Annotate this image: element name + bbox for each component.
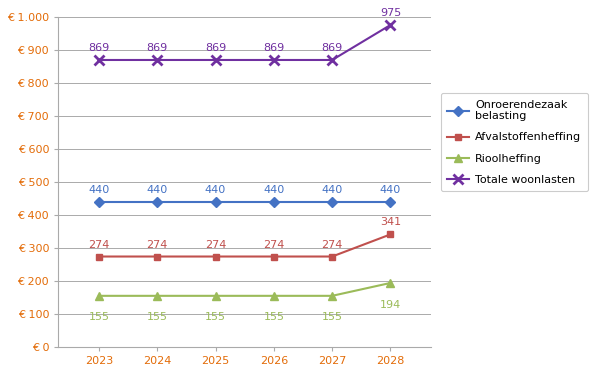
Onroerendezaak
belasting [153,200,161,204]
Onroerendezaak
belasting [329,200,336,204]
Onroerendezaak
belasting [212,200,219,204]
Totale woonlasten [270,58,277,62]
Text: 869: 869 [205,43,226,53]
Text: 274: 274 [205,239,226,250]
Totale woonlasten [387,23,394,27]
Text: 440: 440 [322,185,343,195]
Text: 341: 341 [380,217,401,228]
Rioolheffing [329,294,336,298]
Line: Onroerendezaak
belasting: Onroerendezaak belasting [95,198,394,205]
Onroerendezaak
belasting [387,200,394,204]
Totale woonlasten [212,58,219,62]
Totale woonlasten [95,58,102,62]
Totale woonlasten [153,58,161,62]
Onroerendezaak
belasting [270,200,277,204]
Afvalstoffenheffing [153,254,161,259]
Text: 869: 869 [263,43,285,53]
Totale woonlasten [329,58,336,62]
Afvalstoffenheffing [270,254,277,259]
Text: 274: 274 [322,239,343,250]
Rioolheffing [270,294,277,298]
Text: 869: 869 [322,43,343,53]
Afvalstoffenheffing [329,254,336,259]
Afvalstoffenheffing [95,254,102,259]
Text: 975: 975 [380,8,401,18]
Text: 155: 155 [322,313,343,323]
Rioolheffing [387,281,394,285]
Text: 155: 155 [147,313,168,323]
Text: 440: 440 [263,185,285,195]
Legend: Onroerendezaak
belasting, Afvalstoffenheffing, Rioolheffing, Totale woonlasten: Onroerendezaak belasting, Afvalstoffenhe… [441,93,588,191]
Text: 869: 869 [147,43,168,53]
Text: 274: 274 [147,239,168,250]
Text: 155: 155 [89,313,110,323]
Text: 155: 155 [264,313,285,323]
Text: 869: 869 [88,43,110,53]
Onroerendezaak
belasting [95,200,102,204]
Afvalstoffenheffing [212,254,219,259]
Text: 274: 274 [88,239,110,250]
Text: 274: 274 [263,239,285,250]
Afvalstoffenheffing [387,232,394,236]
Text: 440: 440 [88,185,110,195]
Text: 440: 440 [205,185,226,195]
Text: 155: 155 [205,313,226,323]
Text: 194: 194 [380,300,401,310]
Text: 440: 440 [380,185,401,195]
Line: Afvalstoffenheffing: Afvalstoffenheffing [95,231,394,260]
Line: Rioolheffing: Rioolheffing [95,279,395,300]
Text: 440: 440 [147,185,168,195]
Line: Totale woonlasten: Totale woonlasten [94,20,395,65]
Rioolheffing [153,294,161,298]
Rioolheffing [95,294,102,298]
Rioolheffing [212,294,219,298]
